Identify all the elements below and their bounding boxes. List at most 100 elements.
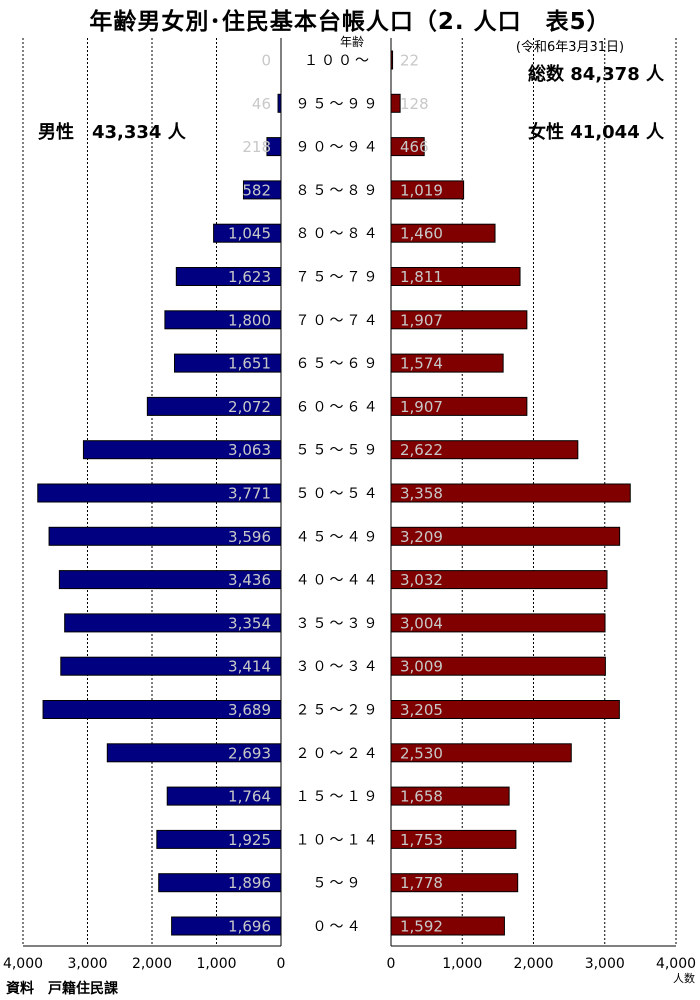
female-bar-value: 22 (400, 52, 419, 70)
male-bar (175, 267, 282, 286)
age-group-label: １５～１９ (296, 789, 381, 805)
female-bar-value: 3,009 (400, 658, 443, 676)
female-bar-value: 1,778 (400, 874, 443, 892)
female-bar (390, 613, 606, 633)
male-bar-value: 1,800 (228, 311, 271, 329)
male-bar (171, 916, 282, 936)
age-group-label: ８５～８９ (296, 183, 381, 199)
male-bar (82, 440, 282, 460)
female-bar-value: 3,358 (400, 485, 443, 503)
male-bar-value: 1,925 (228, 831, 271, 849)
age-group-label: ７０～７４ (296, 313, 381, 329)
age-group-label: ３５～３９ (296, 616, 381, 632)
female-bar-value: 1,592 (400, 918, 443, 936)
male-bar (48, 526, 282, 546)
age-group-label: ５０～５４ (296, 486, 381, 502)
female-bar-value: 1,811 (400, 268, 443, 286)
male-bar-value: 2,693 (228, 744, 271, 762)
female-bar (390, 50, 394, 70)
age-group-label: ８０～８４ (296, 226, 381, 242)
male-bar (42, 700, 282, 719)
male-total: 男性 43,334 人 (38, 122, 186, 143)
male-bar (37, 483, 282, 503)
male-bar-value: 1,696 (228, 918, 271, 936)
male-bar-value: 3,354 (228, 614, 271, 632)
male-bar-value: 582 (242, 181, 271, 199)
male-bar-value: 1,896 (228, 874, 271, 892)
male-tick-label: 4,000 (3, 956, 43, 972)
female-bar (390, 267, 521, 286)
female-bar-value: 1,907 (400, 398, 443, 416)
female-tick-label: 4,000 (656, 956, 696, 972)
female-bar-value: 1,019 (400, 181, 443, 199)
female-bar-value: 1,658 (400, 788, 443, 806)
female-tick-label: 3,000 (585, 956, 625, 972)
male-tick-label: 1,000 (196, 956, 236, 972)
female-bar-value: 2,530 (400, 744, 443, 762)
age-group-label: ６０～６４ (296, 399, 381, 415)
female-bar-value: 1,460 (400, 225, 443, 243)
reference-date: (令和6年3月31日) (515, 40, 625, 55)
female-bar (390, 180, 465, 200)
age-axis-heading: 年齢 (339, 35, 364, 49)
female-bar (390, 700, 620, 719)
data-source: 資料 戸籍住民課 (6, 981, 118, 997)
x-axis-unit: 人数 (673, 972, 695, 985)
age-group-label: ６５～６９ (296, 356, 381, 372)
female-bar-value: 3,209 (400, 528, 443, 546)
age-group-label: ３０～３４ (296, 659, 381, 675)
male-bar-value: 3,596 (228, 528, 271, 546)
female-bar-value: 128 (400, 95, 429, 113)
male-bar (266, 137, 282, 157)
age-group-label: ２０～２４ (296, 746, 381, 762)
male-tick-label: 0 (277, 956, 286, 972)
male-bar (164, 310, 282, 330)
age-group-label: ４５～４９ (296, 529, 381, 545)
female-bar (390, 223, 496, 243)
chart-title: 年齢男女別･住民基本台帳人口（2. 人口 表5） (89, 9, 611, 35)
male-bar (146, 396, 282, 416)
male-tick-label: 2,000 (132, 956, 172, 972)
male-bar (156, 829, 282, 849)
male-bar (242, 180, 282, 200)
female-bar (390, 873, 519, 893)
male-bar-value: 1,623 (228, 268, 271, 286)
age-group-label: ９５～９９ (296, 96, 381, 112)
female-bar (390, 396, 528, 416)
male-bar-value: 46 (252, 95, 271, 113)
female-bar-value: 3,004 (400, 614, 443, 632)
male-bar-value: 3,063 (228, 441, 271, 459)
female-bar (390, 310, 528, 330)
age-group-label: １０～１４ (296, 832, 381, 848)
female-bar-value: 466 (400, 138, 429, 156)
male-bar-value: 1,764 (228, 788, 271, 806)
female-bar (390, 483, 631, 503)
female-total: 女性 41,044 人 (528, 122, 664, 143)
male-bar (277, 93, 282, 113)
female-bar (390, 743, 572, 763)
female-bar-value: 3,205 (400, 701, 443, 719)
male-bar (174, 353, 282, 373)
male-bar-value: 3,771 (228, 485, 271, 503)
female-tick-label: 1,000 (442, 956, 482, 972)
age-group-label: ５～９ (313, 876, 364, 892)
male-tick-label: 3,000 (67, 956, 107, 972)
male-bar-value: 1,045 (228, 225, 271, 243)
male-bar (106, 743, 282, 763)
age-group-label: ４０～４４ (296, 573, 381, 589)
female-tick-label: 0 (387, 956, 396, 972)
female-bar (390, 829, 517, 849)
female-bar (390, 93, 401, 113)
age-group-label: ２５～２９ (296, 703, 381, 719)
female-bar (390, 526, 621, 546)
age-group-label: ０～４ (313, 919, 364, 935)
male-bar-value: 3,689 (228, 701, 271, 719)
female-bar (390, 570, 608, 590)
female-bar (390, 656, 606, 676)
age-group-label: ９０～９４ (296, 140, 381, 156)
female-tick-label: 2,000 (513, 956, 553, 972)
female-bar-value: 1,907 (400, 311, 443, 329)
female-bar (390, 353, 504, 373)
age-group-label: ５５～５９ (296, 443, 381, 459)
